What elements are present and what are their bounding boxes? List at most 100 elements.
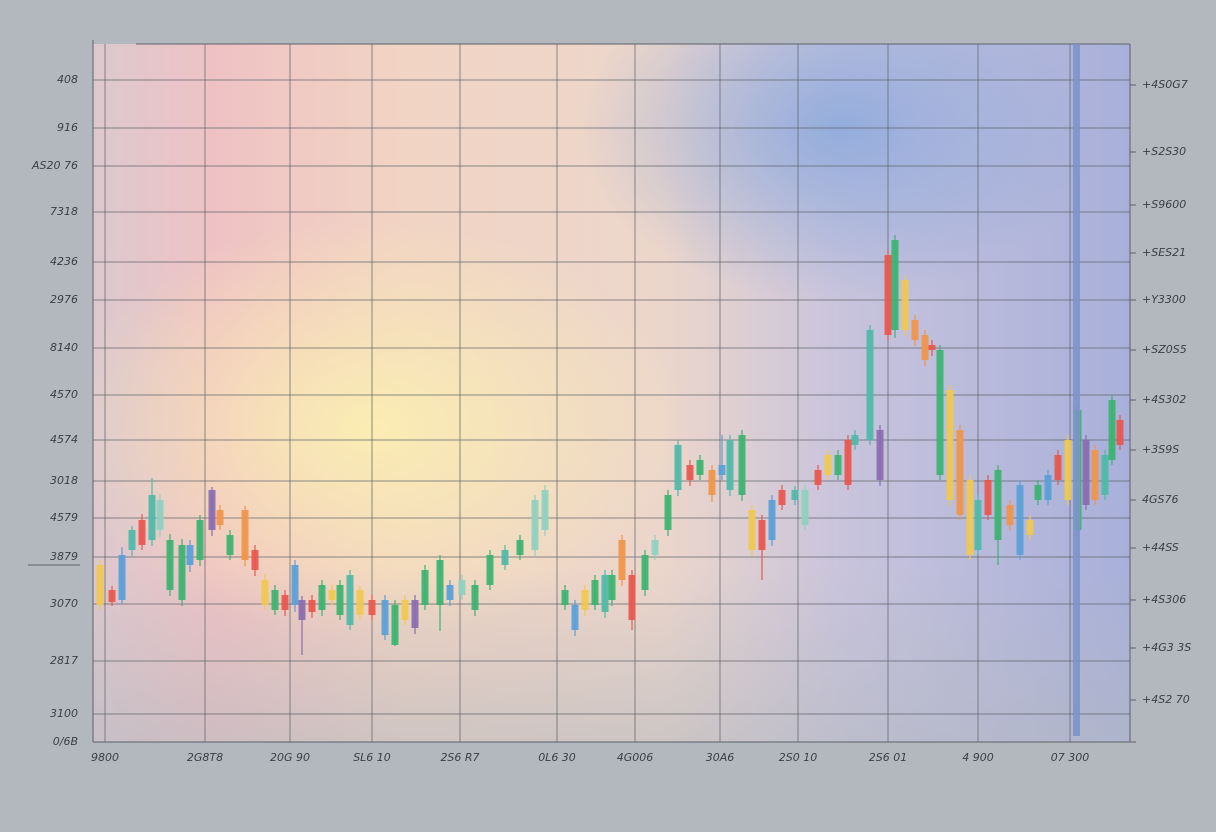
x-tick-label: 2S6 01	[869, 751, 907, 764]
y2-tick-label: +4S302	[1142, 393, 1186, 406]
candle-body	[436, 560, 444, 605]
candle-body	[974, 500, 982, 550]
candle-body	[241, 510, 249, 560]
x-tick-label: 30A6	[706, 751, 735, 764]
x-tick-label: 07 300	[1051, 751, 1090, 764]
candle-body	[458, 580, 466, 595]
candle-body	[1006, 505, 1014, 525]
candle-body	[738, 435, 746, 495]
candle-body	[768, 500, 776, 540]
candle-body	[541, 490, 549, 530]
y2-tick-label: +4G3 3S	[1142, 641, 1191, 654]
candle-body	[641, 555, 649, 590]
candle-body	[308, 600, 316, 612]
candle-body	[1082, 440, 1090, 505]
candle-body	[178, 545, 186, 600]
candle-body	[601, 575, 609, 612]
candle-body	[318, 585, 326, 610]
candle-body	[1091, 450, 1099, 500]
y-tick-label: 3100	[50, 707, 78, 720]
y2-tick-label: 4GS76	[1142, 493, 1179, 506]
candle-body	[328, 590, 336, 600]
y2-tick-label: +44SS	[1142, 541, 1179, 554]
x-tick-label: 2S6 R7	[440, 751, 479, 764]
candle-body	[251, 550, 259, 570]
candle-body	[834, 455, 842, 475]
candle-body	[516, 540, 524, 555]
candle-body	[696, 460, 704, 475]
candle-body	[851, 435, 859, 445]
candle-body	[118, 555, 126, 600]
candle-body	[421, 570, 429, 605]
x-tick-label: 9800	[91, 751, 119, 764]
candle-body	[966, 480, 974, 555]
y-tick-label: 3879	[50, 550, 78, 563]
candle-body	[471, 585, 479, 610]
candle-body	[486, 555, 494, 585]
candle-body	[1108, 400, 1116, 460]
candle-body	[994, 470, 1002, 540]
candle-body	[686, 465, 694, 480]
y2-tick-label: +SES21	[1142, 246, 1186, 259]
y2-tick-label: +4S2 70	[1142, 693, 1190, 706]
candle-body	[96, 565, 104, 605]
candle-body	[271, 590, 279, 610]
candle-body	[581, 590, 589, 610]
candle-body	[1016, 485, 1024, 555]
candle-body	[591, 580, 599, 605]
candle-body	[208, 490, 216, 530]
candle-body	[984, 480, 992, 515]
candle-body	[664, 495, 672, 530]
cursor-bar	[1073, 44, 1080, 736]
candle-body	[946, 390, 954, 500]
candle-body	[726, 440, 734, 490]
candle-body	[291, 565, 299, 605]
candle-body	[891, 240, 899, 330]
x-tick-label: 20G 90	[270, 751, 310, 764]
candle-body	[356, 590, 364, 615]
y-tick-label: 916	[57, 121, 78, 134]
y-tick-label: 2817	[50, 654, 78, 667]
grid	[93, 44, 1130, 743]
y2-tick-label: +Y3300	[1142, 293, 1186, 306]
candle-body	[501, 550, 509, 565]
candle-body	[446, 585, 454, 600]
candle-body	[814, 470, 822, 485]
candle-body	[956, 430, 964, 515]
y-tick-label: 7318	[50, 205, 78, 218]
candle-body	[844, 440, 852, 485]
candle-body	[1054, 455, 1062, 480]
candle-body	[911, 320, 919, 340]
y2-tick-label: +S2S30	[1142, 145, 1186, 158]
candle-body	[186, 545, 194, 565]
candle-body	[618, 540, 626, 580]
candle-body	[748, 510, 756, 550]
candle-body	[758, 520, 766, 550]
candle-body	[531, 500, 539, 550]
y-tick-label: 3070	[50, 597, 78, 610]
candle-body	[791, 490, 799, 500]
candle-body	[281, 595, 289, 610]
candle-body	[196, 520, 204, 560]
candle-body	[718, 465, 726, 475]
axis-labels: 408 916 AS20 76 7318 4236 2976 8140 4570 4574 301…	[31, 73, 1191, 764]
candle-body	[901, 280, 909, 330]
y2-tick-label: +4S306	[1142, 593, 1186, 606]
candle-body	[1044, 475, 1052, 500]
candles	[96, 235, 1124, 655]
y-tick-label: 408	[57, 73, 78, 86]
candle-body	[561, 590, 569, 605]
candle-body	[1026, 520, 1034, 535]
candle-body	[1101, 455, 1109, 495]
candle-body	[411, 600, 419, 628]
candle-body	[571, 605, 579, 630]
candle-body	[148, 495, 156, 540]
candle-body	[381, 600, 389, 635]
candle-body	[368, 600, 376, 615]
candle-body	[401, 600, 409, 620]
candle-body	[801, 490, 809, 525]
y2-tick-label: +S9600	[1142, 198, 1186, 211]
x-tick-label: 4G006	[617, 751, 654, 764]
